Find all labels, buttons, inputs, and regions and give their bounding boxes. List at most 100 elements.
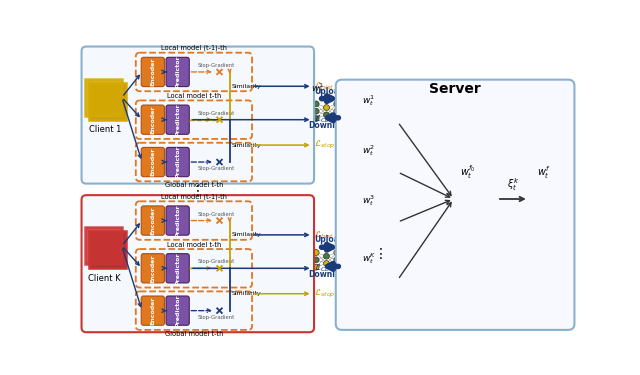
Text: Server: Server — [429, 82, 481, 96]
Text: Encoder: Encoder — [150, 296, 156, 325]
Circle shape — [389, 227, 396, 234]
Text: Predictor: Predictor — [175, 252, 180, 285]
Circle shape — [389, 118, 396, 126]
Text: Local model t-th: Local model t-th — [167, 242, 221, 248]
Circle shape — [313, 101, 319, 107]
Text: Encoder: Encoder — [150, 254, 156, 282]
Circle shape — [334, 250, 340, 255]
Circle shape — [365, 285, 372, 292]
Circle shape — [458, 205, 465, 213]
Circle shape — [323, 261, 330, 266]
Circle shape — [334, 108, 340, 114]
Text: Global model t-th: Global model t-th — [164, 182, 223, 188]
Circle shape — [472, 186, 479, 193]
Circle shape — [313, 264, 319, 270]
Text: Stop-Gradient: Stop-Gradient — [198, 315, 235, 320]
Circle shape — [533, 195, 541, 203]
Circle shape — [389, 276, 396, 284]
Text: $w_t^2$: $w_t^2$ — [362, 143, 375, 158]
Circle shape — [389, 285, 396, 292]
Circle shape — [323, 253, 330, 259]
Circle shape — [458, 195, 465, 203]
Circle shape — [560, 195, 568, 203]
Text: $w_t^1$: $w_t^1$ — [310, 81, 324, 96]
Circle shape — [334, 257, 340, 263]
Circle shape — [389, 169, 396, 176]
Circle shape — [377, 110, 384, 117]
Text: Encoder: Encoder — [150, 105, 156, 134]
Text: ⋮: ⋮ — [191, 184, 205, 198]
Circle shape — [377, 177, 384, 184]
Circle shape — [547, 186, 554, 193]
Circle shape — [365, 276, 372, 284]
Bar — [88, 231, 125, 268]
Text: Predictor: Predictor — [175, 56, 180, 88]
Circle shape — [389, 160, 396, 167]
Circle shape — [313, 250, 319, 255]
Circle shape — [485, 205, 493, 213]
FancyBboxPatch shape — [166, 105, 189, 134]
Text: Upload: Upload — [315, 235, 345, 244]
Circle shape — [313, 116, 319, 122]
Circle shape — [365, 227, 372, 234]
Text: Upload: Upload — [315, 87, 345, 96]
Circle shape — [313, 257, 319, 263]
FancyBboxPatch shape — [141, 57, 164, 87]
Circle shape — [365, 177, 372, 184]
Text: Local model (t-1)-th: Local model (t-1)-th — [161, 193, 227, 200]
FancyBboxPatch shape — [166, 206, 189, 235]
Bar — [84, 228, 122, 264]
Text: Similarity: Similarity — [232, 142, 262, 148]
Circle shape — [313, 108, 319, 114]
Circle shape — [547, 205, 554, 213]
Text: $\mathcal{L}_{hist}$: $\mathcal{L}_{hist}$ — [314, 81, 334, 92]
Circle shape — [547, 195, 554, 203]
Circle shape — [365, 219, 372, 226]
Circle shape — [377, 276, 384, 284]
Text: $w_t^K$: $w_t^K$ — [362, 251, 376, 266]
Circle shape — [389, 268, 396, 274]
FancyBboxPatch shape — [141, 147, 164, 177]
Text: Download: Download — [308, 270, 351, 279]
FancyBboxPatch shape — [81, 46, 314, 184]
Circle shape — [365, 160, 372, 167]
Text: $w_t^3$: $w_t^3$ — [362, 193, 375, 208]
Circle shape — [472, 205, 479, 213]
Circle shape — [389, 219, 396, 226]
Circle shape — [389, 210, 396, 217]
Circle shape — [377, 268, 384, 274]
Circle shape — [560, 205, 568, 213]
Text: ⋮: ⋮ — [374, 248, 388, 261]
Circle shape — [377, 118, 384, 126]
Text: $\xi_t^k$: $\xi_t^k$ — [507, 176, 519, 193]
Text: Encoder: Encoder — [150, 148, 156, 176]
Text: Predictor: Predictor — [175, 294, 180, 327]
Bar — [84, 79, 122, 116]
Text: Client K: Client K — [88, 274, 121, 283]
FancyBboxPatch shape — [141, 105, 164, 134]
FancyBboxPatch shape — [336, 80, 575, 330]
Circle shape — [472, 195, 479, 203]
Circle shape — [533, 186, 541, 193]
Bar — [88, 83, 125, 120]
Circle shape — [365, 118, 372, 126]
Circle shape — [334, 101, 340, 107]
Circle shape — [377, 219, 384, 226]
Text: $\mathcal{L}_{hist}$: $\mathcal{L}_{hist}$ — [314, 229, 334, 241]
Text: $\mathcal{L}_{CE}$: $\mathcal{L}_{CE}$ — [314, 114, 331, 126]
FancyBboxPatch shape — [141, 206, 164, 235]
Circle shape — [377, 160, 384, 167]
Text: $w_t^1$: $w_t^1$ — [362, 93, 376, 108]
Text: Similarity: Similarity — [232, 232, 262, 237]
Circle shape — [377, 227, 384, 234]
Text: Stop-Gradient: Stop-Gradient — [198, 111, 235, 116]
Text: $\mathcal{L}_{stop}$: $\mathcal{L}_{stop}$ — [314, 139, 336, 151]
Text: Stop-Gradient: Stop-Gradient — [198, 166, 235, 171]
Circle shape — [458, 186, 465, 193]
Text: Encoder: Encoder — [150, 206, 156, 235]
Circle shape — [334, 116, 340, 122]
Circle shape — [389, 177, 396, 184]
Text: Stop-Gradient: Stop-Gradient — [198, 63, 235, 68]
Circle shape — [389, 127, 396, 134]
Circle shape — [485, 195, 493, 203]
